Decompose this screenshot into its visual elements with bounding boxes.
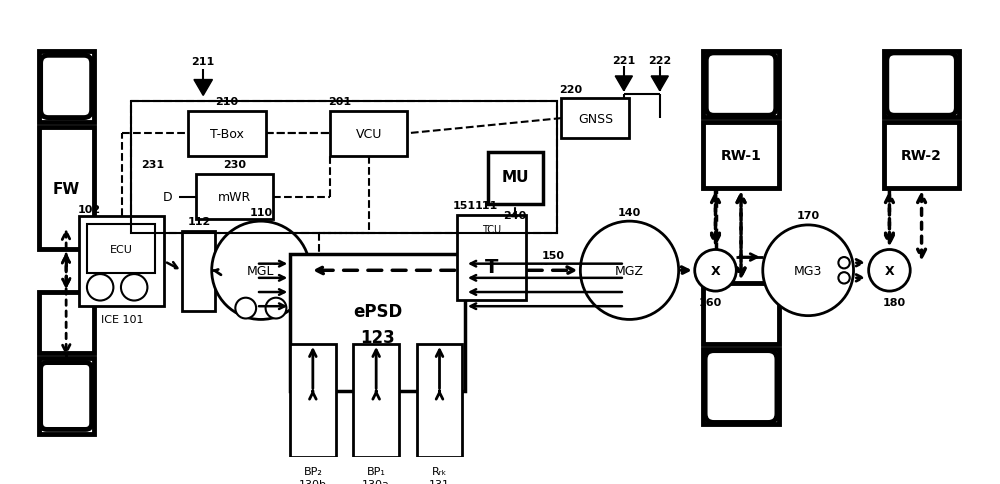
Text: RW-2: RW-2: [901, 149, 942, 163]
Text: ePSD: ePSD: [353, 303, 402, 321]
Text: 130b: 130b: [299, 479, 327, 484]
Text: 160: 160: [699, 298, 722, 308]
Text: MG3: MG3: [794, 264, 822, 277]
Text: BP₁: BP₁: [367, 466, 386, 476]
Circle shape: [212, 222, 310, 320]
Polygon shape: [194, 80, 212, 96]
Bar: [196, 175, 273, 220]
Text: 240: 240: [503, 211, 527, 221]
Text: MGL: MGL: [247, 264, 275, 277]
Bar: [39, 52, 94, 122]
Circle shape: [235, 298, 256, 319]
Text: ~: ~: [269, 273, 278, 283]
Text: ~: ~: [540, 273, 550, 283]
Text: 211: 211: [192, 57, 215, 67]
Text: ~: ~: [540, 287, 550, 297]
Text: 150: 150: [541, 251, 564, 260]
Text: 131: 131: [429, 479, 450, 484]
Text: D: D: [162, 191, 172, 204]
Bar: [39, 127, 94, 250]
Text: ~: ~: [269, 259, 278, 269]
Polygon shape: [615, 77, 632, 91]
Text: T-Box: T-Box: [210, 127, 244, 140]
Bar: [884, 52, 959, 118]
Text: 112: 112: [187, 217, 211, 227]
Bar: [39, 292, 94, 354]
Text: 110: 110: [249, 207, 272, 217]
Text: GNSS: GNSS: [578, 112, 613, 125]
Text: 180: 180: [883, 298, 906, 308]
Bar: [488, 153, 543, 205]
Bar: [330, 111, 407, 157]
Text: 220: 220: [560, 85, 583, 94]
Circle shape: [580, 222, 679, 320]
Text: MU: MU: [501, 169, 529, 184]
Bar: [182, 231, 215, 311]
Text: ~: ~: [269, 287, 278, 297]
Bar: [417, 344, 462, 457]
Circle shape: [869, 250, 910, 291]
Circle shape: [763, 226, 854, 316]
Text: 102: 102: [77, 204, 101, 214]
Text: X: X: [885, 264, 894, 277]
Text: VCU: VCU: [355, 127, 382, 140]
Bar: [290, 344, 336, 457]
Text: RW-1: RW-1: [721, 149, 761, 163]
Bar: [131, 102, 557, 234]
Text: 170: 170: [797, 211, 820, 221]
Bar: [87, 225, 155, 273]
Circle shape: [838, 257, 850, 269]
Bar: [188, 111, 266, 157]
FancyBboxPatch shape: [705, 351, 777, 423]
Bar: [79, 217, 164, 306]
Text: 151: 151: [453, 201, 476, 211]
Text: 230: 230: [223, 160, 246, 170]
Circle shape: [695, 250, 736, 291]
Text: 130a: 130a: [362, 479, 390, 484]
Bar: [703, 122, 779, 189]
Bar: [457, 215, 526, 300]
Text: 201: 201: [328, 97, 351, 107]
Text: ECU: ECU: [110, 244, 132, 254]
Circle shape: [266, 298, 286, 319]
Bar: [703, 52, 779, 118]
Text: TCU: TCU: [482, 224, 501, 234]
Text: 123: 123: [360, 328, 395, 346]
Text: T: T: [485, 257, 498, 276]
Text: FW: FW: [53, 181, 80, 196]
Text: Rᵣₖ: Rᵣₖ: [432, 466, 447, 476]
Bar: [353, 344, 399, 457]
Text: ~: ~: [540, 259, 550, 269]
FancyBboxPatch shape: [41, 363, 92, 429]
FancyBboxPatch shape: [41, 56, 92, 118]
Bar: [561, 99, 629, 138]
Bar: [703, 349, 779, 424]
FancyBboxPatch shape: [706, 54, 776, 116]
Text: MGZ: MGZ: [615, 264, 644, 277]
Text: 210: 210: [215, 97, 238, 107]
Circle shape: [87, 274, 113, 301]
Polygon shape: [651, 77, 668, 91]
Text: 231: 231: [142, 160, 165, 170]
Text: ~: ~: [540, 302, 550, 312]
Bar: [131, 102, 557, 234]
Bar: [290, 255, 465, 392]
Text: ICE 101: ICE 101: [101, 315, 143, 325]
Circle shape: [121, 274, 147, 301]
Text: 111: 111: [474, 201, 498, 211]
Text: 221: 221: [612, 56, 635, 66]
Text: X: X: [711, 264, 720, 277]
Bar: [703, 283, 779, 344]
Text: BP₂: BP₂: [303, 466, 322, 476]
Text: 222: 222: [648, 56, 671, 66]
FancyBboxPatch shape: [887, 54, 956, 116]
Text: ~: ~: [269, 302, 278, 312]
Bar: [884, 122, 959, 189]
Text: 140: 140: [618, 207, 641, 217]
Bar: [39, 359, 94, 434]
Text: mWR: mWR: [218, 191, 251, 204]
Circle shape: [838, 272, 850, 284]
